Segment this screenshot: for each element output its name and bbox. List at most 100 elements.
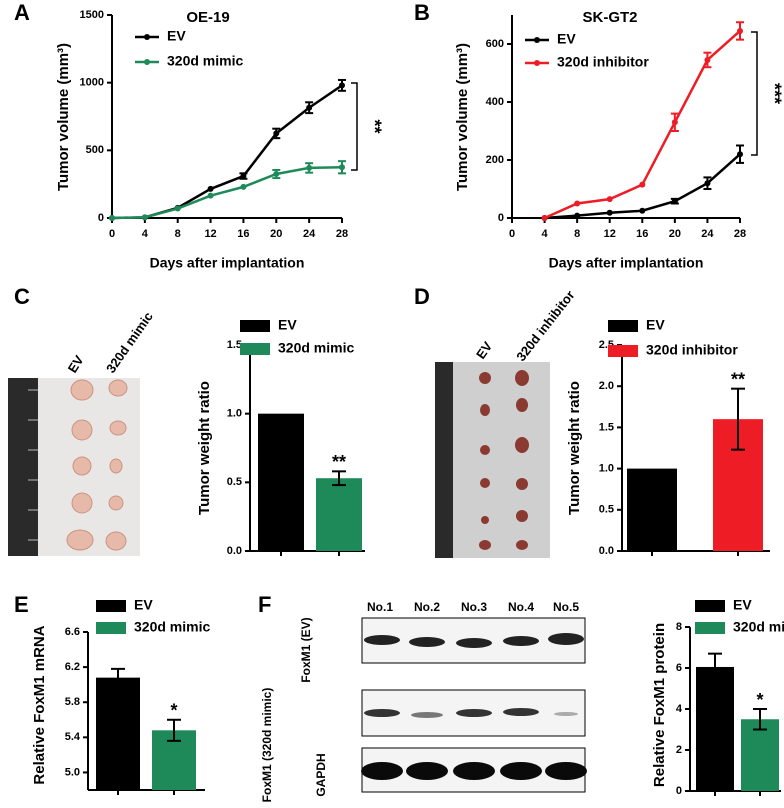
chart-title: OE-19	[186, 9, 229, 26]
bar	[316, 478, 362, 551]
y-tick-label: 1500	[80, 9, 104, 21]
legend-label: 320d inhibitor	[646, 342, 738, 358]
significance-label: ***	[764, 83, 784, 104]
error-bar	[111, 667, 125, 688]
panel-label: E	[14, 592, 29, 617]
y-tick-label: 0	[98, 212, 104, 224]
y-tick-label: 0	[676, 785, 682, 797]
data-point	[737, 27, 743, 34]
x-tick-label: 12	[604, 228, 616, 240]
data-point	[574, 200, 581, 207]
bar	[258, 413, 304, 551]
y-axis-label: Tumor volume (mm³)	[454, 43, 471, 191]
y-tick-label: 6.2	[65, 661, 80, 673]
y-tick-label: 1.0	[227, 408, 242, 420]
legend-swatch	[240, 343, 270, 355]
data-point	[207, 192, 214, 199]
panel-label: F	[258, 592, 271, 617]
x-tick-label: 0	[109, 228, 115, 240]
y-tick-label: 6	[676, 662, 682, 674]
data-point	[109, 215, 115, 221]
y-tick-label: 4	[676, 703, 683, 715]
legend-swatch	[695, 622, 725, 634]
legend-label: EV	[733, 597, 752, 613]
panel-label: D	[414, 284, 430, 309]
x-axis-label: Days after implantation	[150, 255, 305, 271]
legend-swatch	[534, 60, 540, 66]
y-tick-label: 1000	[80, 77, 104, 89]
significance-label: *	[756, 690, 763, 710]
legend-label: 320d inhibitor	[557, 54, 649, 70]
y-tick-label: 5.4	[65, 731, 81, 743]
y-tick-label: 500	[86, 144, 104, 156]
error-bar	[708, 652, 722, 682]
legend-label: EV	[167, 28, 186, 44]
x-tick-label: 28	[336, 228, 348, 240]
y-tick-label: 1.5	[599, 421, 614, 433]
x-tick-label: 20	[270, 228, 282, 240]
x-tick-label: 28	[734, 228, 746, 240]
panel-label: A	[14, 0, 30, 25]
y-tick-label: 6.6	[65, 626, 80, 638]
data-point	[704, 180, 711, 187]
sample-label: 320d inhibitor	[513, 288, 577, 364]
sample-label: EV	[473, 339, 495, 362]
y-axis-label: Tumor weight ratio	[566, 381, 583, 515]
y-tick-label: 0.0	[227, 545, 242, 557]
lane-label: No.3	[461, 600, 487, 614]
x-tick-label: 8	[574, 228, 580, 240]
error-bar	[167, 718, 181, 742]
bar	[627, 468, 677, 551]
y-tick-label: 0	[498, 212, 504, 224]
y-axis-label: Tumor weight ratio	[196, 381, 213, 515]
x-tick-label: 4	[542, 228, 549, 240]
y-tick-label: 2	[676, 744, 682, 756]
data-point	[574, 212, 581, 219]
significance-label: **	[332, 452, 346, 472]
y-axis-label: Tumor volume (mm³)	[55, 43, 72, 191]
lane-label: No.5	[553, 600, 579, 614]
data-point	[207, 185, 214, 192]
y-tick-label: 1.5	[227, 339, 242, 351]
y-axis-label: Relative FoxM1 protein	[651, 623, 668, 787]
significance-bracket	[351, 82, 358, 171]
bar	[696, 666, 734, 791]
y-tick-label: 5.8	[65, 696, 80, 708]
error-bar	[731, 387, 745, 451]
data-point	[671, 198, 678, 205]
legend-label: EV	[278, 317, 297, 333]
legend-label: 320d mimic	[167, 53, 243, 69]
data-point	[339, 82, 345, 89]
data-point	[606, 209, 613, 216]
significance-label: *	[170, 701, 177, 721]
y-tick-label: 0.0	[599, 545, 614, 557]
x-tick-label: 0	[509, 228, 515, 240]
x-tick-label: 24	[303, 228, 316, 240]
series-line	[111, 166, 343, 220]
legend-swatch	[240, 320, 270, 332]
error-bar	[332, 470, 346, 487]
data-point	[606, 196, 613, 203]
x-axis-label: Days after implantation	[549, 255, 704, 271]
data-point	[306, 104, 313, 111]
legend-label: 320d mimic	[733, 619, 784, 635]
sample-label: 320d mimic	[103, 309, 156, 376]
data-point	[240, 173, 247, 180]
lane-label: No.1	[367, 600, 393, 614]
x-tick-label: 12	[204, 228, 216, 240]
data-point	[339, 164, 345, 171]
x-tick-label: 4	[142, 228, 149, 240]
legend-swatch	[608, 345, 638, 357]
y-tick-label: 8	[676, 621, 682, 633]
data-point	[273, 130, 280, 137]
legend-label: EV	[134, 597, 153, 613]
row-label: GAPDH	[314, 753, 328, 796]
data-point	[639, 181, 646, 188]
x-tick-label: 16	[636, 228, 648, 240]
legend-label: 320d mimic	[134, 619, 210, 635]
panel-label: B	[414, 0, 430, 25]
bar	[96, 677, 140, 790]
data-point	[639, 207, 646, 214]
y-tick-label: 5.0	[65, 766, 80, 778]
